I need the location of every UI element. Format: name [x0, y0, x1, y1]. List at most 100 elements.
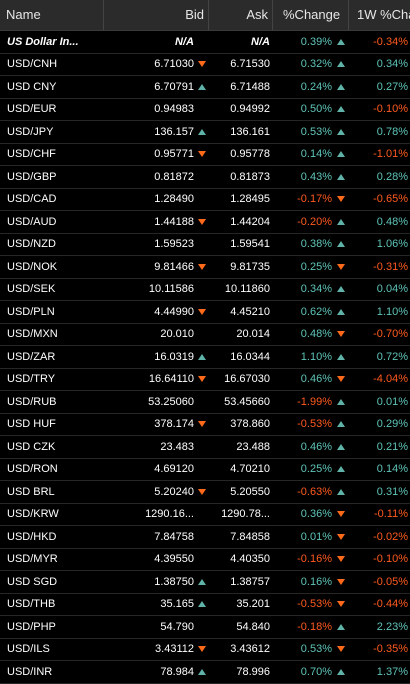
up-arrow-icon	[198, 601, 206, 608]
column-header-change[interactable]: %Change	[272, 0, 348, 30]
column-header-name[interactable]: Name	[6, 7, 41, 22]
week-change-value: -0.70%	[373, 328, 408, 341]
change-value: 0.25%	[300, 260, 332, 273]
down-arrow-icon	[198, 421, 206, 428]
table-row[interactable]: USD CNY 6.70791 6.71488 0.24% 0.27%	[0, 76, 410, 99]
bid-value: 53.25060	[148, 395, 194, 408]
change-direction	[334, 36, 348, 48]
ask-value: 7.84858	[230, 530, 270, 543]
down-arrow-icon	[337, 646, 345, 653]
table-row[interactable]: USD/GBP 0.81872 0.81873 0.43% 0.28%	[0, 166, 410, 189]
bid-value: 0.94983	[154, 103, 194, 116]
table-row[interactable]: USD CZK 23.483 23.488 0.46% 0.21%	[0, 436, 410, 459]
change-direction	[334, 621, 348, 633]
bid-direction	[196, 148, 208, 160]
change-direction	[334, 553, 348, 565]
change-direction	[334, 576, 348, 588]
week-change-value: -0.44%	[373, 598, 408, 611]
ask-value: 4.45210	[230, 305, 270, 318]
symbol-name: USD/EUR	[7, 103, 57, 116]
table-row[interactable]: USD/CNH 6.71030 6.71530 0.32% 0.34%	[0, 54, 410, 76]
symbol-name: USD/RON	[7, 463, 58, 476]
change-direction	[334, 396, 348, 408]
up-arrow-icon	[337, 421, 345, 428]
table-row[interactable]: USD/MXN 20.010 20.014 0.48% -0.70%	[0, 324, 410, 346]
symbol-name: USD/MYR	[7, 553, 58, 566]
table-row[interactable]: USD HUF 378.174 378.860 -0.53% 0.29%	[0, 414, 410, 436]
table-row[interactable]: USD/PLN 4.44990 4.45210 0.62% 1.10%	[0, 301, 410, 324]
bid-direction	[196, 216, 208, 228]
week-change-value: -0.05%	[373, 575, 408, 588]
symbol-name: USD/SEK	[7, 283, 56, 296]
ask-value: 10.11860	[224, 283, 270, 296]
change-value: 0.34%	[300, 283, 332, 296]
week-change-value: 0.21%	[376, 440, 408, 453]
column-header-bid[interactable]: Bid	[103, 0, 208, 30]
change-value: -1.99%	[297, 395, 332, 408]
change-value: 0.53%	[300, 125, 332, 138]
change-direction	[334, 58, 348, 70]
change-value: 0.38%	[300, 238, 332, 251]
ask-value: 78.996	[236, 665, 270, 678]
change-direction	[334, 238, 348, 250]
bid-value: 20.010	[160, 328, 194, 341]
ask-value: 1.44204	[230, 215, 270, 228]
down-arrow-icon	[198, 61, 206, 68]
week-change-value: 0.78%	[376, 125, 408, 138]
table-row[interactable]: USD/HKD 7.84758 7.84858 0.01% -0.02%	[0, 526, 410, 549]
table-row[interactable]: USD/RUB 53.25060 53.45660 -1.99% 0.01%	[0, 391, 410, 414]
column-header-week-change[interactable]: 1W %Cha...	[348, 0, 410, 30]
up-arrow-icon	[337, 308, 345, 315]
ask-value: 1.28495	[230, 193, 270, 206]
table-row[interactable]: USD/NOK 9.81466 9.81735 0.25% -0.31%	[0, 256, 410, 279]
table-row[interactable]: USD/NZD 1.59523 1.59541 0.38% 1.06%	[0, 234, 410, 256]
table-row[interactable]: USD/CAD 1.28490 1.28495 -0.17% -0.65%	[0, 189, 410, 211]
down-arrow-icon	[337, 376, 345, 383]
up-arrow-icon	[337, 241, 345, 248]
change-direction	[334, 81, 348, 93]
bid-direction	[196, 81, 208, 93]
table-row[interactable]: USD/PHP 54.790 54.840 -0.18% 2.23%	[0, 616, 410, 639]
table-row[interactable]: USD/CHF 0.95771 0.95778 0.14% -1.01%	[0, 144, 410, 166]
week-change-value: 0.72%	[376, 350, 408, 363]
table-row[interactable]: US Dollar In... N/A N/A 0.39% -0.34%	[0, 31, 410, 54]
down-arrow-icon	[337, 601, 345, 608]
symbol-name: USD/JPY	[7, 125, 54, 138]
bid-value: 5.20240	[154, 485, 194, 498]
symbol-name: USD HUF	[7, 418, 56, 431]
table-row[interactable]: USD/RON 4.69120 4.70210 0.25% 0.14%	[0, 459, 410, 481]
table-row[interactable]: USD/KRW 1290.16... 1290.78... 0.36% -0.11%	[0, 504, 410, 526]
symbol-name: USD/AUD	[7, 215, 57, 228]
symbol-name: US Dollar In...	[7, 35, 79, 48]
table-row[interactable]: USD/INR 78.984 78.996 0.70% 1.37%	[0, 661, 410, 684]
bid-value: 1.38750	[154, 575, 194, 588]
change-value: -0.53%	[297, 598, 332, 611]
bid-value: 4.44990	[154, 305, 194, 318]
table-row[interactable]: USD/THB 35.165 35.201 -0.53% -0.44%	[0, 594, 410, 616]
table-row[interactable]: USD/EUR 0.94983 0.94992 0.50% -0.10%	[0, 99, 410, 121]
table-row[interactable]: USD/ZAR 16.0319 16.0344 1.10% 0.72%	[0, 346, 410, 369]
down-arrow-icon	[198, 376, 206, 383]
symbol-name: USD/PLN	[7, 305, 55, 318]
change-direction	[334, 126, 348, 138]
table-row[interactable]: USD/SEK 10.11586 10.11860 0.34% 0.04%	[0, 279, 410, 301]
table-row[interactable]: USD/TRY 16.64110 16.67030 0.46% -4.04%	[0, 369, 410, 391]
bid-value: 23.483	[160, 440, 194, 453]
bid-value: 16.64110	[148, 373, 194, 386]
table-row[interactable]: USD BRL 5.20240 5.20550 -0.63% 0.31%	[0, 481, 410, 504]
table-row[interactable]: USD/ILS 3.43112 3.43612 0.53% -0.35%	[0, 639, 410, 661]
up-arrow-icon	[337, 286, 345, 293]
table-row[interactable]: USD SGD 1.38750 1.38757 0.16% -0.05%	[0, 571, 410, 594]
table-row[interactable]: USD/MYR 4.39550 4.40350 -0.16% -0.10%	[0, 549, 410, 571]
change-value: -0.63%	[297, 485, 332, 498]
change-value: 0.39%	[300, 35, 332, 48]
change-value: -0.20%	[297, 215, 332, 228]
symbol-name: USD/RUB	[7, 395, 57, 408]
up-arrow-icon	[198, 83, 206, 90]
table-row[interactable]: USD/JPY 136.157 136.161 0.53% 0.78%	[0, 121, 410, 144]
column-header-ask[interactable]: Ask	[208, 0, 272, 30]
bid-value: 1.28490	[154, 193, 194, 206]
bid-value: 4.69120	[154, 463, 194, 476]
week-change-value: -0.11%	[373, 508, 408, 521]
table-row[interactable]: USD/AUD 1.44188 1.44204 -0.20% 0.48%	[0, 211, 410, 234]
